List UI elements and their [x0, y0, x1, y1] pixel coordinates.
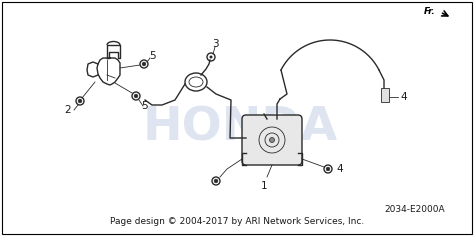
Bar — [381, 88, 389, 102]
Text: 5: 5 — [142, 101, 148, 111]
Circle shape — [134, 94, 138, 98]
Text: 4: 4 — [336, 164, 343, 174]
Circle shape — [270, 138, 274, 143]
Text: 4: 4 — [400, 92, 407, 102]
Circle shape — [326, 167, 330, 171]
Circle shape — [78, 99, 82, 103]
Text: 3: 3 — [212, 39, 219, 49]
FancyBboxPatch shape — [242, 115, 302, 165]
Text: HONDA: HONDA — [142, 105, 337, 151]
Circle shape — [210, 55, 212, 59]
Text: Fr.: Fr. — [424, 8, 436, 17]
Circle shape — [142, 62, 146, 66]
Text: 5: 5 — [150, 51, 156, 61]
Text: 2034-E2000A: 2034-E2000A — [385, 206, 445, 215]
Text: 2: 2 — [64, 105, 71, 115]
Text: Page design © 2004-2017 by ARI Network Services, Inc.: Page design © 2004-2017 by ARI Network S… — [110, 218, 364, 227]
Text: 1: 1 — [261, 181, 267, 191]
Circle shape — [214, 179, 218, 183]
